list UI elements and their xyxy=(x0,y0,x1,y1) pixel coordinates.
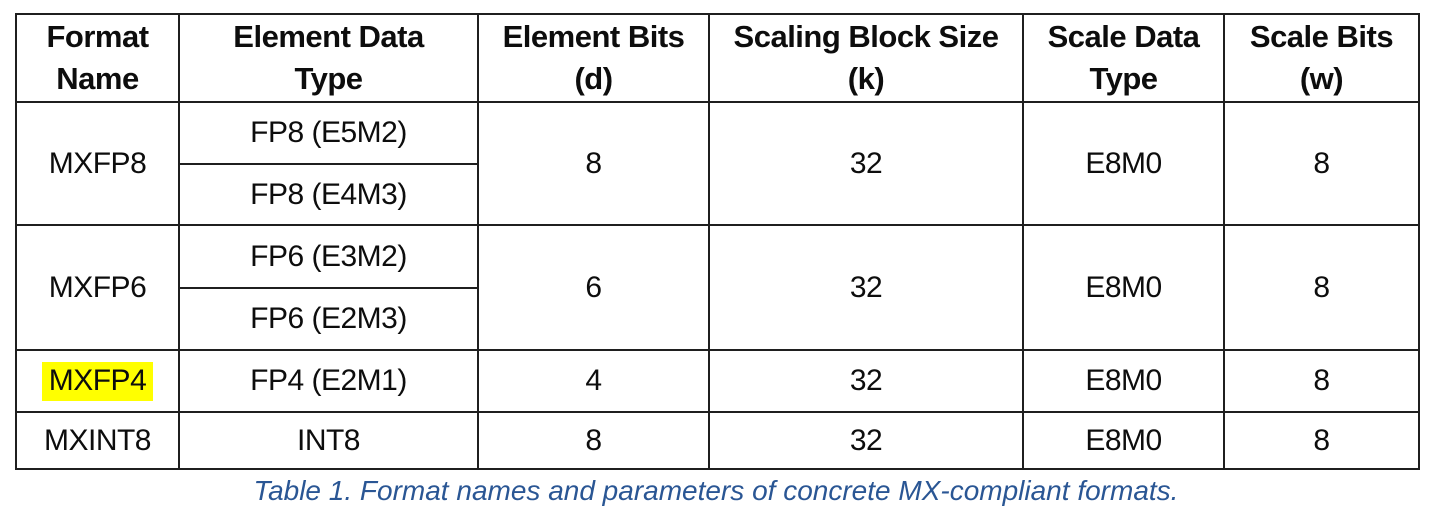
header-line: Scale Bits xyxy=(1249,19,1394,54)
table-row-mxfp6-2: FP6 (E2M3) xyxy=(16,287,1419,351)
header-line: (d) xyxy=(574,61,613,96)
cell-scale-bits: 8 xyxy=(1223,224,1420,351)
cell-format-name: MXFP4 xyxy=(15,349,180,413)
header-line: (k) xyxy=(847,61,885,96)
header-line: Type xyxy=(1089,61,1158,96)
header-line: Name xyxy=(56,61,139,96)
cell-scaling-block-size: 32 xyxy=(708,411,1024,470)
col-header-element-bits: Element Bits (d) xyxy=(477,13,710,103)
mx-formats-table: Format Name Element Data Type Element Bi… xyxy=(15,13,1420,470)
header-line: Format xyxy=(46,19,149,54)
cell-element-type: FP6 (E2M3) xyxy=(178,287,479,351)
cell-format-name: MXFP8 xyxy=(15,101,180,226)
header-line: Element Bits xyxy=(502,19,685,54)
cell-scale-data-type: E8M0 xyxy=(1022,411,1225,470)
table-row-mxfp8-1: MXFP8 FP8 (E5M2) 8 32 E8M0 8 xyxy=(15,101,1420,226)
cell-scaling-block-size: 32 xyxy=(708,224,1024,351)
cell-element-type: FP6 (E3M2) xyxy=(178,224,479,289)
col-header-format-name: Format Name xyxy=(15,13,180,103)
header-line: Element Data xyxy=(233,19,424,54)
cell-element-bits: 6 xyxy=(477,224,710,351)
cell-element-bits: 8 xyxy=(477,101,710,226)
cell-scale-bits: 8 xyxy=(1223,349,1420,413)
cell-element-type: FP8 (E4M3) xyxy=(178,163,479,226)
cell-format-name: MXFP6 xyxy=(15,224,180,351)
cell-element-type: INT8 xyxy=(178,411,479,470)
table-header-row: Format Name Element Data Type Element Bi… xyxy=(15,13,1420,103)
header-line: (w) xyxy=(1299,61,1344,96)
col-header-element-data-type: Element Data Type xyxy=(178,13,479,103)
table-row-mxfp8-2: FP8 (E4M3) xyxy=(16,163,1419,226)
cell-scale-bits: 8 xyxy=(1223,411,1420,470)
table-row-mxfp4: MXFP4 FP4 (E2M1) 4 32 E8M0 8 xyxy=(15,349,1420,413)
cell-scaling-block-size: 32 xyxy=(708,349,1024,413)
highlight-mxfp4: MXFP4 xyxy=(41,362,154,401)
col-header-scaling-block-size: Scaling Block Size (k) xyxy=(708,13,1024,103)
cell-element-type: FP8 (E5M2) xyxy=(178,101,479,165)
cell-format-name: MXINT8 xyxy=(15,411,180,470)
cell-element-bits: 4 xyxy=(477,349,710,413)
table-row-mxfp6-1: MXFP6 FP6 (E3M2) 6 32 E8M0 8 xyxy=(15,224,1420,351)
cell-element-type: FP4 (E2M1) xyxy=(178,349,479,413)
cell-scale-bits: 8 xyxy=(1223,101,1420,226)
header-line: Scale Data xyxy=(1047,19,1200,54)
col-header-scale-bits: Scale Bits (w) xyxy=(1223,13,1420,103)
cell-scale-data-type: E8M0 xyxy=(1022,101,1225,226)
col-header-scale-data-type: Scale Data Type xyxy=(1022,13,1225,103)
cell-scale-data-type: E8M0 xyxy=(1022,224,1225,351)
table-row-mxint8: MXINT8 INT8 8 32 E8M0 8 xyxy=(15,411,1420,470)
cell-scaling-block-size: 32 xyxy=(708,101,1024,226)
cell-scale-data-type: E8M0 xyxy=(1022,349,1225,413)
header-line: Type xyxy=(294,61,363,96)
cell-element-bits: 8 xyxy=(477,411,710,470)
header-line: Scaling Block Size xyxy=(733,19,999,54)
table-caption: Table 1. Format names and parameters of … xyxy=(253,475,1179,506)
